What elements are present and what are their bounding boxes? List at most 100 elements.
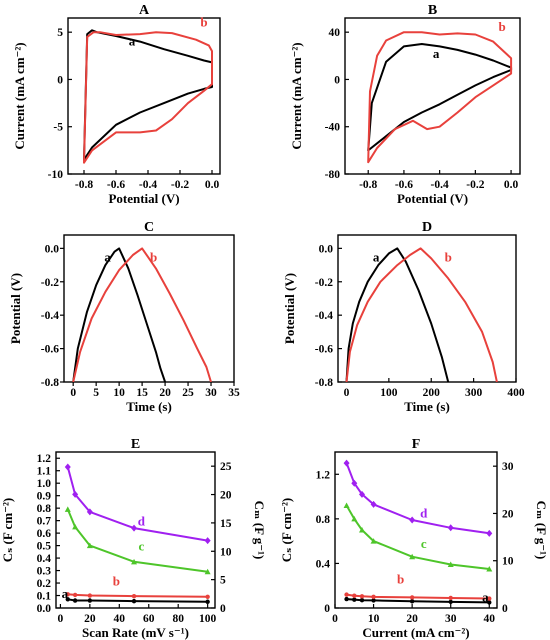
panel-e: E0 20 40 60 80 1000.00.10.20.30.40.50.60.70.8…	[0, 437, 267, 640]
data-point-d	[447, 524, 454, 532]
data-point-d	[351, 479, 358, 487]
y-tick-label: 0.5	[37, 541, 52, 553]
y2-tick-label: 25	[220, 461, 232, 473]
panel-a: A -0.8 -0.6 -0.4 -0.2 0.0 -10 -5 0 5 Potential (V)…	[12, 3, 221, 206]
x-tick-label: 0	[70, 387, 76, 399]
y-axis-label: Potential (V)	[282, 273, 297, 344]
x-tick-label: 20	[406, 613, 418, 625]
series-label-a: a	[482, 589, 489, 604]
plot-frame	[67, 17, 221, 175]
y-tick-label: 0.8	[37, 503, 52, 515]
x-tick-label: 0	[58, 613, 64, 625]
data-point-a	[448, 599, 453, 605]
data-point-a	[87, 598, 93, 603]
data-point-b	[448, 595, 453, 601]
data-point-c	[131, 558, 138, 565]
y2-tick-label: 0	[502, 603, 508, 615]
data-point-b	[371, 594, 376, 600]
x-axis-label: Potential (V)	[108, 191, 179, 206]
panel-d: D 0 100 200 300 400 -0.8 -0.6 -0.4 -0.2 0.0 Time (s…	[282, 220, 525, 414]
y2-tick-label: 10	[220, 546, 232, 558]
x-tick-label: -0.4	[139, 179, 157, 191]
data-point-c	[86, 542, 93, 549]
data-point-b	[487, 596, 492, 601]
series-line-c	[345, 505, 490, 570]
x-axis-label: Time (s)	[404, 399, 450, 414]
y-tick-label: -0.2	[41, 277, 59, 289]
y-tick-label: 0.9	[37, 491, 52, 503]
data-point-b	[359, 594, 365, 599]
x-tick-label: -0.2	[171, 179, 189, 191]
y-tick-label: 0.6	[37, 528, 52, 540]
data-point-b	[344, 592, 349, 597]
y-tick-label: 0	[324, 603, 330, 615]
y-tick-label: 0.3	[37, 566, 52, 578]
series-label-b: b	[150, 250, 157, 265]
x-axis-label: Current (mA cm⁻²)	[362, 625, 469, 640]
data-point-c	[486, 566, 493, 572]
data-point-c	[359, 527, 365, 533]
y-tick-label: 0.4	[37, 553, 52, 565]
data-point-b	[409, 595, 415, 600]
data-point-d	[204, 537, 211, 545]
y-tick-label: 0	[57, 74, 63, 86]
y-tick-label: 1.1	[37, 466, 52, 478]
y2-tick-label: 0	[220, 603, 226, 615]
x-tick-label: 20	[84, 613, 96, 625]
x-tick-label: 0	[344, 387, 350, 399]
x-tick-label: 400	[507, 387, 525, 399]
y-axis-label: Current (mA cm⁻²)	[12, 42, 27, 149]
y-tick-label: 40	[329, 27, 341, 39]
data-point-a	[409, 599, 415, 604]
y2-tick-label: 15	[220, 518, 232, 530]
series-line-d	[66, 466, 208, 542]
x-tick-label: 100	[199, 613, 217, 625]
data-point-a	[487, 600, 492, 605]
data-point-a	[359, 598, 365, 603]
panel-title: E	[131, 437, 140, 452]
panel-title: C	[144, 220, 154, 235]
data-point-a	[371, 598, 376, 603]
data-point-d	[72, 490, 79, 498]
x-tick-label: -0.2	[466, 179, 484, 191]
series-label-a: a	[104, 250, 111, 265]
data-point-c	[64, 506, 71, 512]
series-line-a	[83, 29, 213, 161]
data-point-b	[65, 592, 70, 597]
x-tick-label: 25	[182, 387, 194, 399]
data-point-c	[351, 515, 358, 522]
series-line-b	[72, 247, 212, 382]
series-label-c: c	[421, 536, 427, 551]
panel-c: C 0 5 10 15 20 25 30 35 -0.8 -0.6 -0.4 -0.2 0.0 Time (…	[8, 220, 240, 414]
y-tick-label: -0.4	[41, 310, 59, 322]
series-line-b	[345, 247, 498, 382]
series-label-b: b	[499, 19, 506, 34]
panel-b: B -0.8 -0.6 -0.4 -0.2 0.0 -80 -40 0 40 Potential (…	[289, 3, 521, 206]
series-label-b: b	[113, 574, 120, 589]
data-point-b	[131, 593, 137, 599]
series-line-b	[83, 31, 213, 164]
x-tick-label: 80	[172, 613, 184, 625]
x-tick-label: 5	[93, 387, 99, 399]
data-point-d	[64, 463, 71, 471]
data-point-d	[486, 529, 493, 537]
y-axis-label: Cₛ (F cm⁻²)	[0, 498, 15, 563]
x-tick-label: -0.4	[431, 179, 449, 191]
plot-frame	[55, 451, 216, 609]
y-axis-label: Current (mA cm⁻²)	[289, 42, 304, 149]
y-tick-label: -0.4	[315, 310, 333, 322]
data-point-b	[87, 593, 93, 598]
panel-title: A	[139, 3, 150, 18]
y-tick-label: 0.0	[37, 603, 52, 615]
y2-tick-label: 20	[220, 490, 232, 502]
y2-tick-label: 20	[502, 508, 514, 520]
series-label-a: a	[373, 250, 380, 265]
data-point-a	[72, 598, 78, 603]
series-line-d	[345, 462, 490, 535]
plot-frame	[63, 234, 235, 383]
x-axis-label: Scan Rate (mV s⁻¹)	[82, 625, 189, 640]
y-tick-label: 1.0	[37, 478, 52, 490]
y-axis-label: Cₛ (F cm⁻²)	[279, 498, 294, 563]
